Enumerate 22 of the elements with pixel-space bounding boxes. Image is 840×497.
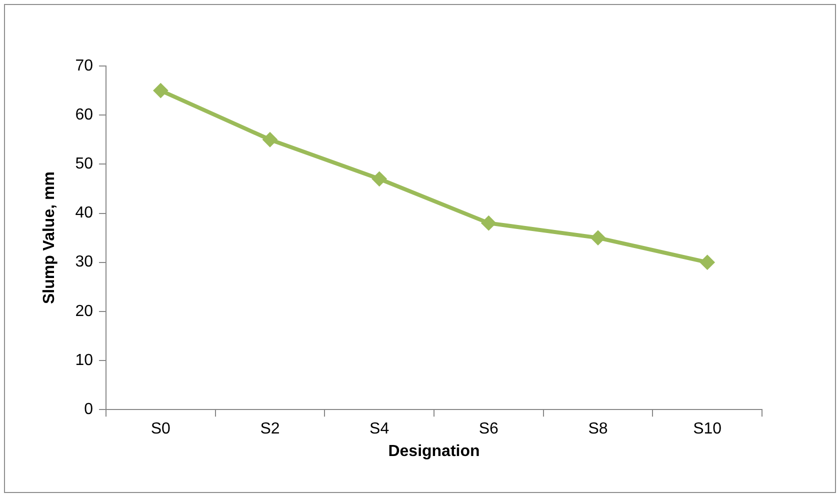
point	[372, 171, 387, 186]
x-tick-label: S0	[150, 420, 171, 438]
y-tick-label: 50	[75, 156, 94, 173]
point	[700, 254, 715, 270]
x-tick-label: S10	[693, 420, 722, 438]
y-axis-title: Slump Value, mm	[41, 172, 58, 304]
point	[153, 83, 168, 98]
y-tick-label: 40	[75, 204, 94, 222]
x-tick-label: S6	[478, 420, 499, 438]
point	[590, 230, 606, 246]
y-tick-label: 70	[75, 57, 94, 74]
y-tick-label: 20	[75, 302, 94, 320]
y-tick-label: 60	[75, 106, 94, 124]
y-tick-label: 0	[84, 401, 94, 418]
point	[481, 216, 496, 231]
x-tick-label: S8	[588, 420, 608, 438]
y-tick-label: 10	[75, 352, 94, 369]
x-axis-title: Designation	[388, 442, 480, 460]
x-tick-label: S2	[260, 420, 280, 438]
y-tick-label: 30	[75, 254, 94, 271]
x-tick-label: S4	[370, 420, 390, 438]
point	[262, 132, 278, 148]
